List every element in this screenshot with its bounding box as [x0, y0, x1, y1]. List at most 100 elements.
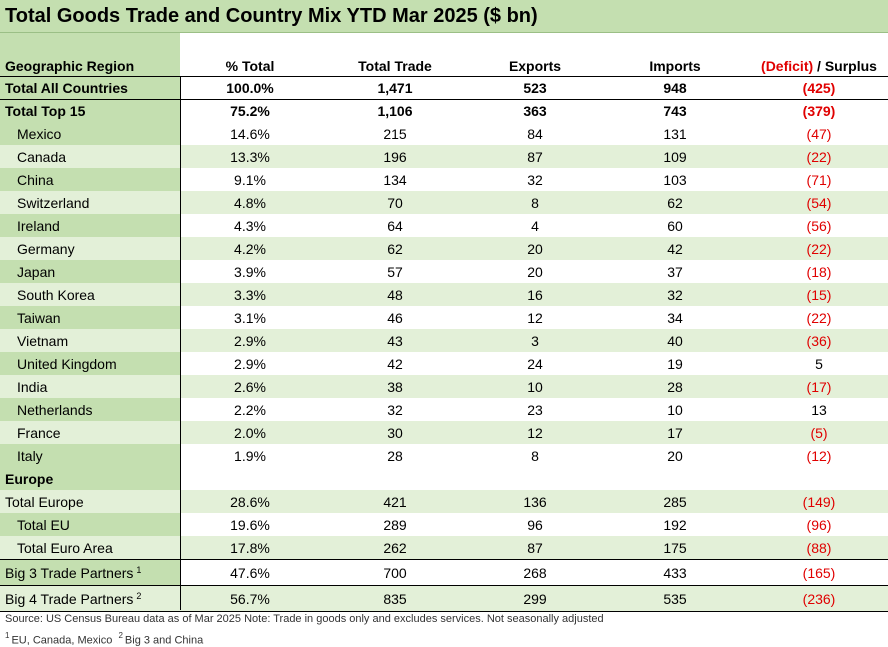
pct-value: 4.2%	[234, 240, 266, 257]
cell-balance: 5	[750, 352, 888, 375]
trade-value: 421	[383, 493, 407, 510]
col-header-balance: (Deficit) / Surplus	[750, 55, 888, 76]
pct-value: 47.6%	[230, 565, 270, 581]
balance-value: (36)	[806, 332, 832, 349]
exports-value: 299	[523, 590, 547, 607]
pct-value: 14.6%	[230, 125, 270, 142]
cell-pct: 28.6%	[180, 490, 320, 513]
cell-balance: 13	[750, 398, 888, 421]
exports-value: 96	[527, 516, 543, 533]
name-value: Switzerland	[17, 194, 90, 211]
cell-exports: 8	[470, 191, 600, 214]
cell-exports: 20	[470, 260, 600, 283]
exports-value: 4	[531, 217, 539, 234]
cell-exports: 87	[470, 145, 600, 168]
cell-imports: 32	[600, 283, 750, 306]
cell-imports: 109	[600, 145, 750, 168]
cell-exports: 23	[470, 398, 600, 421]
cell-trade: 43	[320, 329, 470, 352]
cell-exports: 24	[470, 352, 600, 375]
balance-value: (22)	[806, 148, 832, 165]
cell-pct: 14.6%	[180, 122, 320, 145]
cell-name: Taiwan	[17, 306, 192, 329]
trade-value: 43	[387, 332, 403, 349]
trade-value: 215	[383, 125, 407, 142]
cell-exports: 136	[470, 490, 600, 513]
table-row: Vietnam 2.9% 43 3 40 (36)	[0, 329, 888, 352]
cell-pct: 4.3%	[180, 214, 320, 237]
cell-imports: 40	[600, 329, 750, 352]
table-row: Canada 13.3% 196 87 109 (22)	[0, 145, 888, 168]
pct-value: 1.9%	[234, 447, 266, 464]
cell-balance: (88)	[750, 536, 888, 559]
cell-pct: 47.6%	[180, 560, 320, 586]
trade-value: 32	[387, 401, 403, 418]
cell-pct: 56.7%	[180, 586, 320, 611]
cell-trade: 64	[320, 214, 470, 237]
name-value: Total Top 15	[5, 102, 86, 119]
table-row: Ireland 4.3% 64 4 60 (56)	[0, 214, 888, 237]
pct-value: 4.3%	[234, 217, 266, 234]
exports-value: 8	[531, 447, 539, 464]
cell-trade: 1,106	[320, 99, 470, 122]
cell-pct: 75.2%	[180, 99, 320, 122]
deficit-label: (Deficit)	[761, 57, 814, 74]
pct-value: 75.2%	[230, 102, 270, 119]
cell-trade: 48	[320, 283, 470, 306]
trade-value: 262	[383, 539, 407, 556]
cell-exports: 84	[470, 122, 600, 145]
pct-value: 4.8%	[234, 194, 266, 211]
cell-balance: (12)	[750, 444, 888, 467]
region-column-band	[0, 33, 180, 610]
exports-value: 12	[527, 309, 543, 326]
name-value: Germany	[17, 240, 75, 257]
cell-trade: 70	[320, 191, 470, 214]
pct-value: 2.2%	[234, 401, 266, 418]
cell-balance: (236)	[750, 586, 888, 611]
exports-value: 87	[527, 148, 543, 165]
exports-value: 16	[527, 286, 543, 303]
cell-pct: 2.9%	[180, 329, 320, 352]
balance-value: (425)	[802, 80, 836, 96]
cell-pct: 3.3%	[180, 283, 320, 306]
trade-value: 30	[387, 424, 403, 441]
cell-exports: 3	[470, 329, 600, 352]
trade-value: 1,106	[377, 102, 413, 119]
col-header-trade: Total Trade	[358, 57, 432, 74]
table-row: Switzerland 4.8% 70 8 62 (54)	[0, 191, 888, 214]
cell-balance: (96)	[750, 513, 888, 536]
cell-imports: 42	[600, 237, 750, 260]
exports-value: 136	[523, 493, 547, 510]
cell-name: Total Europe	[5, 490, 180, 513]
cell-name: Big 3 Trade Partners 1	[5, 560, 180, 586]
balance-value: (88)	[806, 539, 832, 556]
imports-value: 34	[667, 309, 683, 326]
cell-exports: 268	[470, 560, 600, 586]
cell-balance: (379)	[750, 99, 888, 122]
table-row: Total All Countries 100.0% 1,471 523 948 (425…	[0, 76, 888, 100]
exports-value: 268	[523, 565, 547, 581]
cell-trade: 700	[320, 560, 470, 586]
name-value: Canada	[17, 148, 67, 165]
imports-value: 32	[667, 286, 683, 303]
cell-imports: 535	[600, 586, 750, 611]
cell-imports: 948	[600, 77, 750, 99]
cell-pct: 4.2%	[180, 237, 320, 260]
cell-name: India	[17, 375, 192, 398]
balance-value: (5)	[810, 424, 828, 441]
cell-imports: 20	[600, 444, 750, 467]
imports-value: 40	[667, 332, 683, 349]
balance-value: 5	[815, 355, 823, 372]
exports-value: 32	[527, 171, 543, 188]
cell-name: Total EU	[17, 513, 192, 536]
cell-pct: 2.0%	[180, 421, 320, 444]
pct-value: 2.0%	[234, 424, 266, 441]
cell-name: Mexico	[17, 122, 192, 145]
trade-value: 196	[383, 148, 407, 165]
cell-balance: (54)	[750, 191, 888, 214]
imports-value: 62	[667, 194, 683, 211]
cell-exports: 8	[470, 444, 600, 467]
table-row: Total EU 19.6% 289 96 192 (96)	[0, 513, 888, 536]
cell-name: Total Top 15	[5, 99, 180, 122]
trade-value: 48	[387, 286, 403, 303]
